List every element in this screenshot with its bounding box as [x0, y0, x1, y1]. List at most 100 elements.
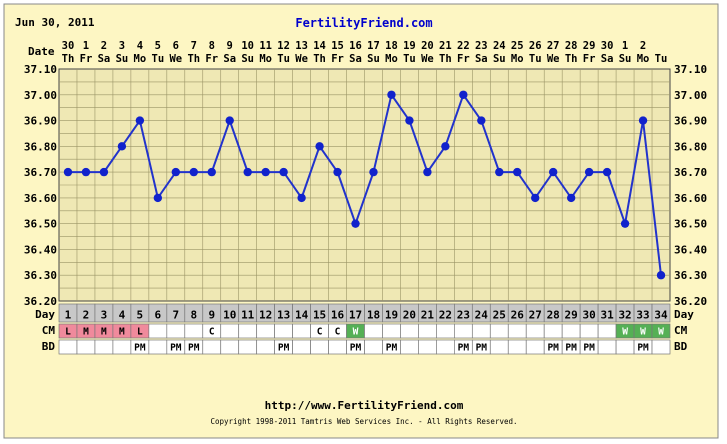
- weekday-label: Su: [241, 53, 254, 65]
- day-cell-label: 21: [421, 309, 435, 322]
- temperature-point: [333, 167, 342, 177]
- bd-cell: [651, 339, 671, 355]
- weekday-label: Sa: [98, 53, 111, 65]
- y-axis-left: 36.20 36.30 36.40 36.50 36.60 36.70 36.80 36.90…: [24, 63, 57, 308]
- date-label: 17: [367, 40, 380, 52]
- cm-cell-label: W: [353, 327, 359, 338]
- y-tick-label-left: 36.60: [24, 192, 57, 205]
- footer-url[interactable]: http://www.FertilityFriend.com: [265, 399, 464, 412]
- bd-cell: [292, 339, 311, 355]
- y-tick-label-right: 36.90: [674, 115, 707, 128]
- cm-cell: [292, 323, 311, 339]
- weekday-label: Su: [116, 53, 129, 65]
- bd-cell: [400, 339, 419, 355]
- day-cell-label: 7: [172, 309, 179, 322]
- temperature-point: [315, 142, 324, 151]
- day-cell-label: 22: [439, 309, 452, 322]
- row-label-day-right: Day: [674, 308, 694, 321]
- temperature-point: [405, 116, 414, 125]
- cm-cell: [400, 323, 419, 339]
- temperature-point: [207, 167, 216, 177]
- copyright-text: Copyright 1998-2011 Tamtris Web Services…: [210, 417, 517, 426]
- date-label: 24: [493, 40, 506, 52]
- y-axis-right: 36.20 36.30 36.40 36.50 36.60 36.70 36.80 36.90…: [674, 63, 707, 308]
- temperature-point: [279, 167, 288, 177]
- weekday-label: Fr: [205, 53, 218, 65]
- weekday-label: We: [547, 53, 560, 65]
- cm-cell: [525, 323, 545, 339]
- temperature-point: [189, 167, 198, 177]
- cm-cell-label: W: [640, 327, 646, 338]
- temperature-point: [351, 219, 360, 228]
- temperature-point: [225, 116, 234, 125]
- bd-cell: [489, 339, 509, 355]
- date-row-label: Date: [28, 45, 55, 58]
- temperature-point: [171, 167, 181, 177]
- y-tick-label-right: 36.40: [674, 243, 707, 256]
- cm-cell-label: M: [83, 327, 89, 338]
- bd-cell: [76, 339, 96, 355]
- site-title[interactable]: FertilityFriend.com: [295, 16, 432, 30]
- cm-cell-label: C: [209, 327, 215, 338]
- weekday-label: Th: [439, 53, 452, 65]
- cm-cell: [579, 323, 599, 339]
- bd-cell: [597, 339, 617, 355]
- bd-cell: [202, 339, 222, 355]
- temperature-point: [656, 271, 666, 280]
- weekday-label: Mo: [259, 53, 272, 65]
- bd-cell-label: PM: [386, 343, 398, 354]
- cm-cell: [454, 323, 473, 339]
- temperature-line: [67, 92, 663, 276]
- day-cell-label: 26: [511, 309, 525, 322]
- bd-cell: [94, 339, 114, 355]
- y-tick-label-right: 36.20: [674, 295, 707, 308]
- temperature-point: [81, 167, 91, 177]
- y-tick-label-left: 36.70: [24, 166, 57, 179]
- date-label: 15: [331, 40, 344, 52]
- date-label: 1: [83, 40, 89, 52]
- y-tick-label-left: 37.10: [24, 63, 57, 76]
- row-label-day-left: Day: [35, 308, 55, 321]
- weekday-label: Fr: [583, 53, 596, 65]
- date-label: 30: [62, 40, 75, 52]
- weekday-label: We: [295, 53, 308, 65]
- y-tick-label-left: 36.80: [24, 140, 57, 153]
- date-label: 26: [529, 40, 542, 52]
- weekday-label: Tu: [403, 53, 416, 65]
- bd-cell: [525, 339, 545, 355]
- temperature-point: [531, 193, 540, 203]
- day-cell-label: 2: [83, 309, 90, 322]
- y-tick-label-right: 36.80: [674, 140, 707, 153]
- weekday-label: Su: [493, 53, 506, 65]
- bd-cell-label: PM: [278, 343, 290, 354]
- bd-cell: [238, 339, 258, 355]
- day-cell-label: 12: [259, 309, 272, 322]
- date-label: 5: [155, 40, 161, 52]
- day-cell-label: 18: [367, 309, 380, 322]
- date-label: 27: [547, 40, 560, 52]
- bd-cell: [436, 339, 455, 355]
- day-cell-label: 27: [529, 309, 542, 322]
- cm-cell-label: M: [119, 327, 125, 338]
- y-tick-label-right: 37.00: [674, 89, 707, 102]
- temperature-point: [602, 167, 612, 177]
- day-cell-label: 25: [493, 309, 506, 322]
- y-tick-label-left: 37.00: [24, 89, 57, 102]
- date-label: 19: [403, 40, 416, 52]
- cm-cell: [543, 323, 563, 339]
- temperature-point: [153, 193, 163, 203]
- cm-cell: [256, 323, 275, 339]
- temperature-point: [261, 167, 270, 177]
- y-tick-label-right: 36.50: [674, 218, 707, 231]
- day-cell-label: 11: [241, 309, 255, 322]
- bd-cell: [58, 339, 78, 355]
- bd-cell: [256, 339, 275, 355]
- day-cell-label: 28: [547, 309, 560, 322]
- cm-cell: [364, 323, 383, 339]
- date-label: 30: [601, 40, 614, 52]
- bd-cell: [507, 339, 527, 355]
- date-label: 3: [119, 40, 125, 52]
- temperature-point: [441, 142, 450, 151]
